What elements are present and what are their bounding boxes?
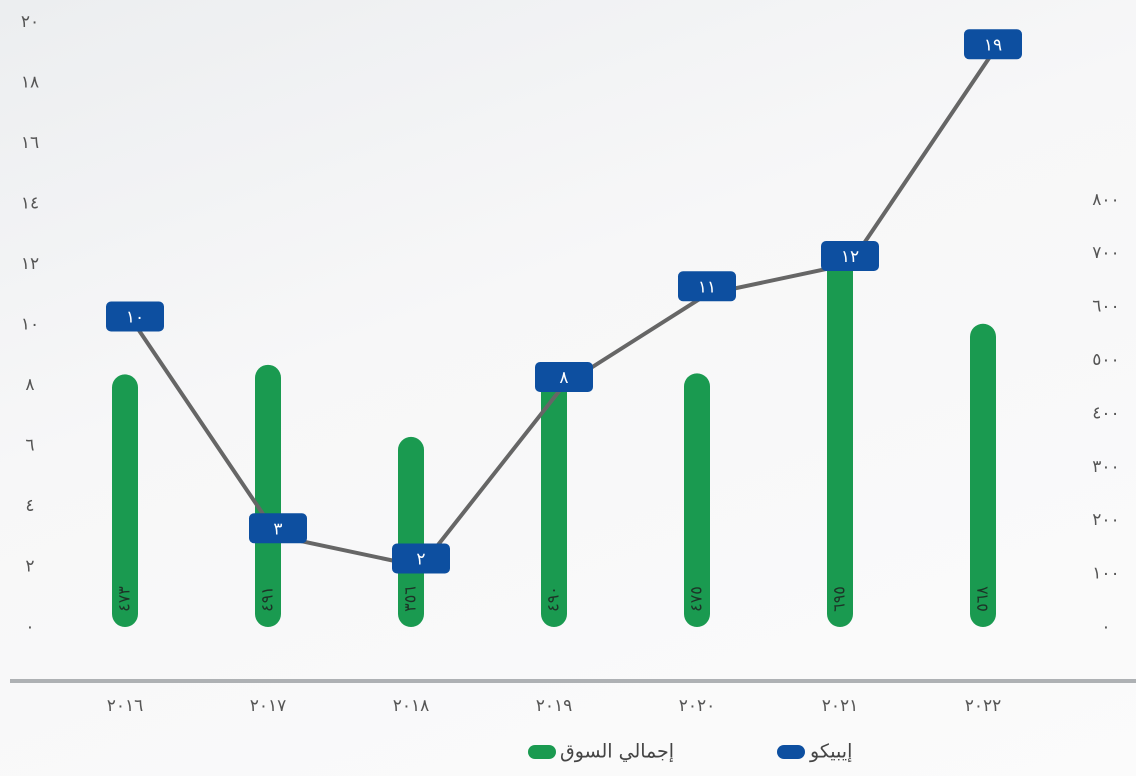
bar-label-group: ٤٧٥ xyxy=(687,586,706,612)
bar xyxy=(827,255,853,628)
x-tick-label: ٢٠١٧ xyxy=(250,696,287,716)
legend-swatch xyxy=(528,745,556,759)
y2-tick-label: ٥٠٠ xyxy=(1092,350,1119,370)
y-tick-label: ١٤ xyxy=(21,194,39,214)
value-label-box xyxy=(821,241,879,271)
x-tick-label: ٢٠١٨ xyxy=(393,696,430,716)
legend-label: إجمالي السوق xyxy=(560,741,674,764)
x-tick-label: ٢٠١٦ xyxy=(107,696,144,716)
y2-tick-label: ٢٠٠ xyxy=(1092,510,1119,530)
bar-value-label: ٣٥٦ xyxy=(401,586,420,612)
y-tick-label: ٦ xyxy=(25,436,34,456)
value-label-box xyxy=(964,29,1022,60)
y2-tick-label: ٠ xyxy=(1101,617,1110,637)
x-tick-label: ٢٠٢٠ xyxy=(679,696,716,716)
y-tick-label: ١٨ xyxy=(21,73,39,93)
bar xyxy=(970,323,996,627)
bar-label-group: ٤٧٣ xyxy=(115,586,134,612)
bar-value-label: ٦٩٥ xyxy=(830,586,849,612)
y2-tick-label: ٧٠٠ xyxy=(1092,243,1119,263)
y-tick-label: ١٠ xyxy=(21,315,39,335)
bar xyxy=(398,436,424,627)
bar-value-label: ٤٩١ xyxy=(258,586,277,612)
bar-label-group: ٤٩٠ xyxy=(544,586,563,612)
y-tick-label: ١٦ xyxy=(21,133,39,153)
value-label-box xyxy=(535,362,593,392)
bar-label-group: ٦٩٥ xyxy=(830,586,849,612)
bar-label-group: ٤٩١ xyxy=(258,586,277,612)
bar xyxy=(684,373,710,627)
y-tick-label: ٨ xyxy=(25,375,34,395)
line-value-label: ٨ xyxy=(559,368,568,388)
line-value-label: ٣ xyxy=(273,519,282,539)
value-label-box xyxy=(106,301,164,332)
y-tick-label: ٢ xyxy=(25,557,34,577)
x-tick-label: ٢٠٢١ xyxy=(822,696,859,716)
x-tick-label: ٢٠٢٢ xyxy=(965,696,1002,716)
bar-label-group: ٥٦٨ xyxy=(973,586,992,612)
bar-value-label: ٤٧٥ xyxy=(687,586,706,612)
line-value-label: ٢ xyxy=(416,550,425,570)
y-tick-label: ١٢ xyxy=(21,254,39,274)
y2-tick-label: ٤٠٠ xyxy=(1092,403,1119,423)
y-tick-label: ٢٠ xyxy=(21,12,39,32)
y2-tick-label: ٨٠٠ xyxy=(1092,190,1119,210)
line-value-label: ١٢ xyxy=(841,247,859,267)
y-tick-label: ٤ xyxy=(25,496,34,516)
legend-swatch xyxy=(777,745,805,759)
bar-value-label: ٤٩٠ xyxy=(544,586,563,612)
legend-label: إيبيكو xyxy=(809,741,852,764)
bar-label-group: ٣٥٦ xyxy=(401,586,420,612)
value-label-box xyxy=(678,271,736,302)
y2-tick-label: ٣٠٠ xyxy=(1092,457,1119,477)
bar-value-label: ٥٦٨ xyxy=(973,586,992,612)
line-value-label: ١٩ xyxy=(984,35,1002,55)
line-value-label: ١٠ xyxy=(126,308,144,328)
y-tick-label: ٠ xyxy=(25,617,34,637)
y2-tick-label: ١٠٠ xyxy=(1092,564,1119,584)
value-label-box xyxy=(249,513,307,544)
bar xyxy=(112,374,138,627)
y2-tick-label: ٦٠٠ xyxy=(1092,297,1119,317)
bar xyxy=(541,365,567,627)
bar-value-label: ٤٧٣ xyxy=(115,586,134,612)
line-value-label: ١١ xyxy=(698,277,716,297)
bar xyxy=(255,364,281,627)
x-tick-label: ٢٠١٩ xyxy=(536,696,573,716)
value-label-box xyxy=(392,543,450,574)
